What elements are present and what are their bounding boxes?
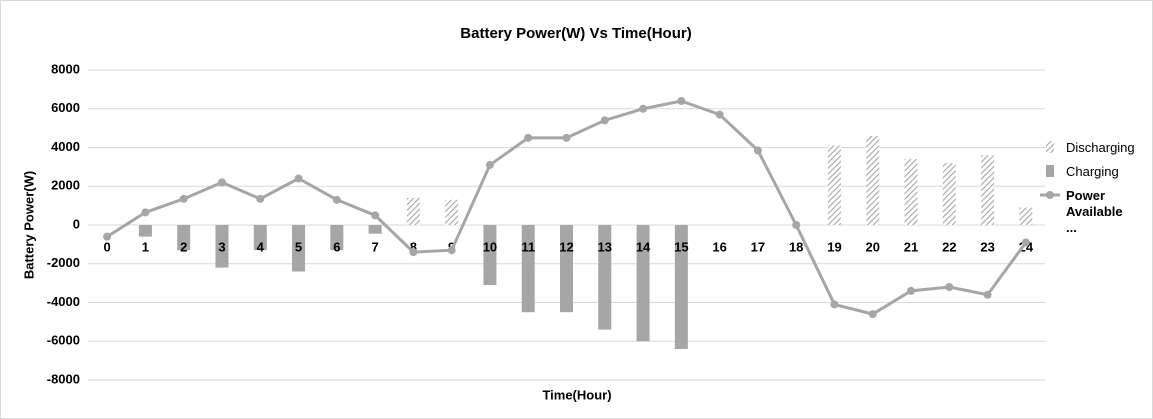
x-tick-label: 8 (410, 239, 417, 254)
legend-swatch (1046, 141, 1054, 153)
x-tick-label: 7 (371, 239, 378, 254)
legend-label: Power Available ... (1066, 188, 1123, 235)
bar (445, 199, 459, 225)
point (447, 246, 456, 255)
y-tick-label: -8000 (47, 371, 80, 386)
bar (981, 155, 995, 225)
x-tick-label: 23 (980, 239, 994, 254)
bar (636, 225, 650, 342)
y-tick-label: -4000 (47, 294, 80, 309)
point (371, 211, 380, 220)
x-tick-label: 17 (751, 239, 765, 254)
bar (483, 225, 497, 286)
point (332, 195, 341, 204)
x-tick-label: 22 (942, 239, 956, 254)
y-tick-label: 6000 (51, 100, 80, 115)
point (141, 208, 150, 217)
bar (560, 225, 573, 313)
bar (827, 145, 841, 225)
point (256, 194, 265, 203)
legend-item: Charging (1040, 164, 1150, 180)
x-tick-label: 19 (827, 239, 841, 254)
x-tick-label: 0 (104, 239, 111, 254)
x-tick-label: 15 (674, 239, 688, 254)
x-tick-label: 2 (180, 239, 187, 254)
x-tick-label: 1 (142, 239, 149, 254)
x-tick-label: 21 (904, 239, 918, 254)
point (179, 194, 188, 203)
point (830, 300, 839, 309)
legend-box (1046, 165, 1054, 177)
point (562, 133, 571, 142)
x-tick-label: 5 (295, 239, 302, 254)
y-tick-label: -6000 (47, 333, 80, 348)
legend: Discharging Charging Power Available ... (1040, 140, 1150, 244)
bar (521, 225, 535, 313)
x-tick-label: 20 (866, 239, 880, 254)
y-tick-label: 0 (73, 216, 80, 231)
x-axis-title: Time(Hour) (542, 387, 611, 402)
bar (866, 135, 880, 225)
point (753, 146, 762, 155)
point (294, 174, 303, 183)
bar (292, 225, 306, 272)
bar (368, 225, 382, 234)
bar (406, 197, 420, 225)
point (983, 290, 992, 299)
legend-label: Charging (1066, 164, 1119, 179)
chart-title: Battery Power(W) Vs Time(Hour) (460, 25, 691, 42)
legend-marker (1046, 191, 1054, 199)
x-tick-label: 11 (521, 239, 535, 254)
legend-item: Power Available ... (1040, 188, 1150, 236)
y-tick-label: 4000 (51, 139, 80, 154)
y-axis-title: Battery Power(W) (21, 171, 36, 279)
point (677, 97, 686, 105)
x-tick-label: 4 (257, 239, 265, 254)
x-tick-label: 12 (559, 239, 573, 254)
bar (253, 225, 267, 251)
point (792, 221, 801, 229)
bar (330, 225, 344, 251)
y-tick-label: 8000 (51, 61, 80, 76)
legend-swatch (1040, 191, 1060, 199)
point (600, 116, 609, 125)
point (907, 286, 916, 295)
point (217, 178, 226, 187)
bar (177, 225, 191, 251)
x-tick-label: 14 (636, 239, 651, 254)
point (945, 283, 954, 291)
x-tick-label: 10 (483, 239, 497, 254)
point (409, 248, 418, 257)
bar (138, 225, 152, 237)
legend-box (1046, 141, 1054, 153)
point (485, 160, 494, 169)
bar (598, 225, 612, 330)
x-tick-label: 3 (218, 239, 225, 254)
point (868, 310, 877, 319)
x-tick-label: 13 (598, 239, 612, 254)
x-tick-label: 18 (789, 239, 803, 254)
legend-swatch (1046, 165, 1054, 177)
y-tick-label: 2000 (51, 178, 80, 193)
point (524, 133, 533, 142)
legend-item: Discharging (1040, 140, 1150, 156)
point (715, 110, 724, 119)
point (103, 232, 112, 241)
bar (674, 225, 688, 349)
bar (942, 163, 956, 225)
legend-label: Discharging (1066, 140, 1135, 155)
bar (1019, 207, 1033, 225)
point (639, 104, 648, 113)
y-tick-label: -2000 (47, 255, 80, 270)
bar (904, 159, 918, 225)
bar (215, 225, 229, 268)
x-tick-label: 6 (333, 239, 340, 254)
point (1021, 238, 1030, 247)
x-tick-label: 16 (712, 239, 726, 254)
